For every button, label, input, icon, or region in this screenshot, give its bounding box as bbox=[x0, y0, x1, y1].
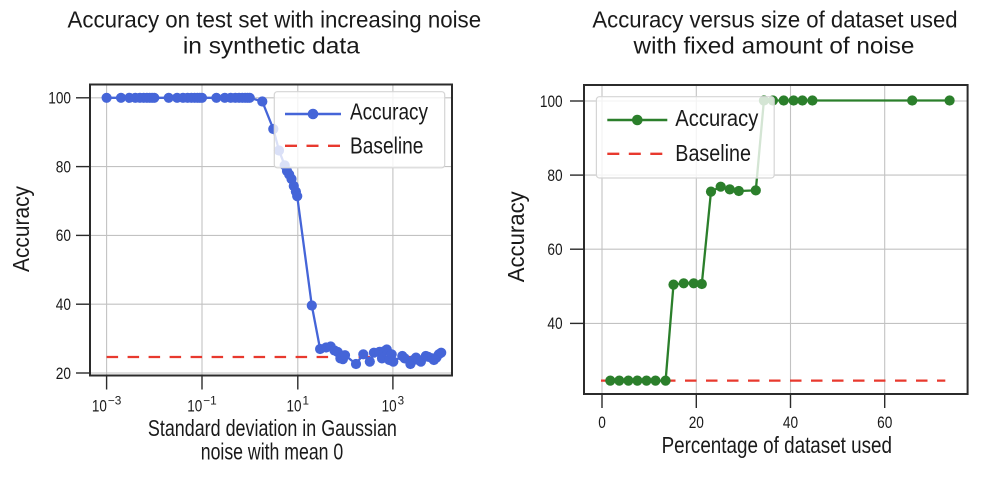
svg-text:20: 20 bbox=[56, 365, 71, 383]
svg-text:Accuracy: Accuracy bbox=[675, 105, 758, 131]
svg-text:0: 0 bbox=[598, 414, 606, 432]
svg-text:Accuracy: Accuracy bbox=[350, 99, 428, 125]
svg-text:10: 10 bbox=[287, 398, 302, 416]
svg-text:80: 80 bbox=[547, 167, 562, 185]
svg-text:Accuracy: Accuracy bbox=[8, 186, 34, 272]
svg-text:60: 60 bbox=[877, 414, 892, 432]
svg-text:80: 80 bbox=[56, 158, 71, 176]
svg-text:Percentage of dataset used: Percentage of dataset used bbox=[662, 432, 892, 458]
svg-text:40: 40 bbox=[783, 414, 798, 432]
svg-text:60: 60 bbox=[56, 227, 71, 245]
svg-text:20: 20 bbox=[689, 414, 704, 432]
svg-text:10: 10 bbox=[382, 398, 397, 416]
svg-text:Baseline: Baseline bbox=[350, 133, 423, 159]
svg-text:10: 10 bbox=[187, 398, 202, 416]
svg-text:60: 60 bbox=[547, 241, 562, 259]
svg-text:with fixed amount of noise: with fixed amount of noise bbox=[632, 32, 914, 58]
svg-text:40: 40 bbox=[547, 315, 562, 333]
svg-text:40: 40 bbox=[56, 296, 71, 314]
svg-text:100: 100 bbox=[540, 93, 563, 111]
svg-text:−3: −3 bbox=[108, 396, 122, 408]
svg-text:1: 1 bbox=[303, 396, 310, 408]
svg-text:noise with mean 0: noise with mean 0 bbox=[201, 439, 344, 465]
svg-text:10: 10 bbox=[92, 398, 107, 416]
svg-text:Accuracy on test set with incr: Accuracy on test set with increasing noi… bbox=[67, 7, 481, 33]
svg-text:Standard deviation in Gaussian: Standard deviation in Gaussian bbox=[148, 415, 397, 441]
svg-text:3: 3 bbox=[398, 396, 405, 408]
svg-text:in synthetic data: in synthetic data bbox=[183, 32, 360, 58]
svg-text:Accuracy versus size of datase: Accuracy versus size of dataset used bbox=[592, 7, 957, 33]
svg-text:Baseline: Baseline bbox=[675, 140, 751, 166]
svg-text:Accuracy: Accuracy bbox=[503, 191, 529, 282]
svg-text:100: 100 bbox=[48, 90, 71, 108]
svg-text:−1: −1 bbox=[203, 396, 217, 408]
